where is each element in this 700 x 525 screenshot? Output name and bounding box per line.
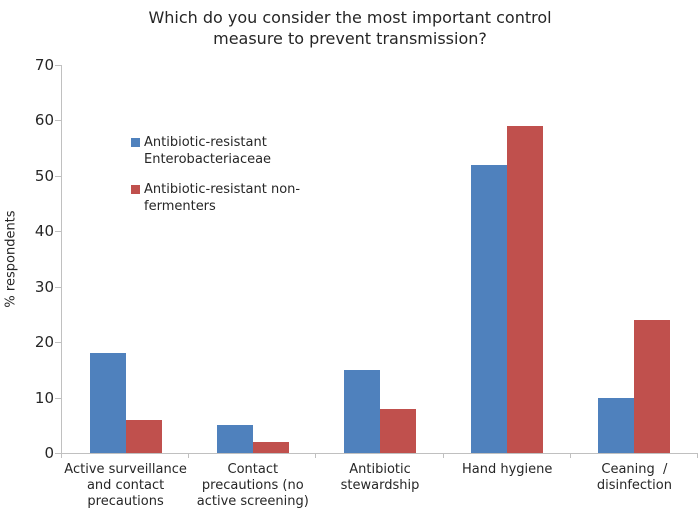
legend-swatch-red [131, 185, 140, 194]
x-category-label: Contact precautions (no active screening… [196, 462, 309, 509]
y-tick-label: 30 [34, 277, 54, 296]
legend-item-non-fermenters: Antibiotic-resistant non- fermenters [131, 181, 300, 215]
y-tick-label: 60 [34, 111, 54, 130]
y-tick-label: 50 [34, 166, 54, 185]
x-category-label: Antibiotic stewardship [340, 462, 420, 493]
x-tick-mark [61, 454, 62, 458]
y-axis-title-wrap: % respondents [0, 65, 22, 453]
bar-series2 [634, 320, 671, 453]
plot-area [61, 65, 698, 454]
y-tick-label: 0 [44, 444, 54, 462]
legend-swatch-blue [131, 138, 140, 147]
x-tick-mark [315, 454, 317, 458]
y-tick-mark [55, 453, 61, 454]
legend: Antibiotic-resistant Enterobacteriaceae … [131, 134, 300, 215]
bar-series1 [471, 165, 508, 453]
x-tick-mark [569, 454, 571, 458]
y-tick-mark [55, 397, 61, 399]
bar-series1 [89, 353, 126, 453]
bar-series2 [252, 442, 289, 453]
bar-series1 [598, 398, 635, 453]
x-category-label: Ceaning / disinfection [596, 462, 672, 493]
y-tick-label: 20 [34, 333, 54, 352]
x-tick-mark [188, 454, 190, 458]
y-tick-mark [55, 286, 61, 288]
y-tick-mark [55, 120, 61, 122]
y-tick-label: 10 [34, 388, 54, 407]
x-tick-mark [697, 454, 698, 458]
y-tick-mark [55, 175, 61, 177]
y-axis-title: % respondents [3, 210, 19, 308]
bar-series2 [380, 409, 416, 453]
bar-series1 [344, 370, 380, 453]
y-tick-mark [55, 65, 61, 66]
y-tick-label: 70 [34, 56, 54, 74]
y-tick-label: 40 [34, 222, 54, 241]
x-tick-mark [442, 454, 444, 458]
chart-title: Which do you consider the most important… [148, 8, 552, 48]
legend-label-non-fermenters: Antibiotic-resistant non- fermenters [144, 182, 301, 214]
bar-series2 [507, 126, 544, 453]
bar-series2 [125, 420, 162, 453]
y-tick-mark [55, 342, 61, 344]
x-category-label: Active surveillance and contact precauti… [64, 462, 187, 509]
bar-series1 [216, 425, 253, 453]
y-tick-mark [55, 231, 61, 233]
legend-label-enterobacteriaceae: Antibiotic-resistant Enterobacteriaceae [144, 135, 272, 167]
legend-item-enterobacteriaceae: Antibiotic-resistant Enterobacteriaceae [131, 134, 300, 168]
x-category-label: Hand hygiene [461, 462, 553, 477]
